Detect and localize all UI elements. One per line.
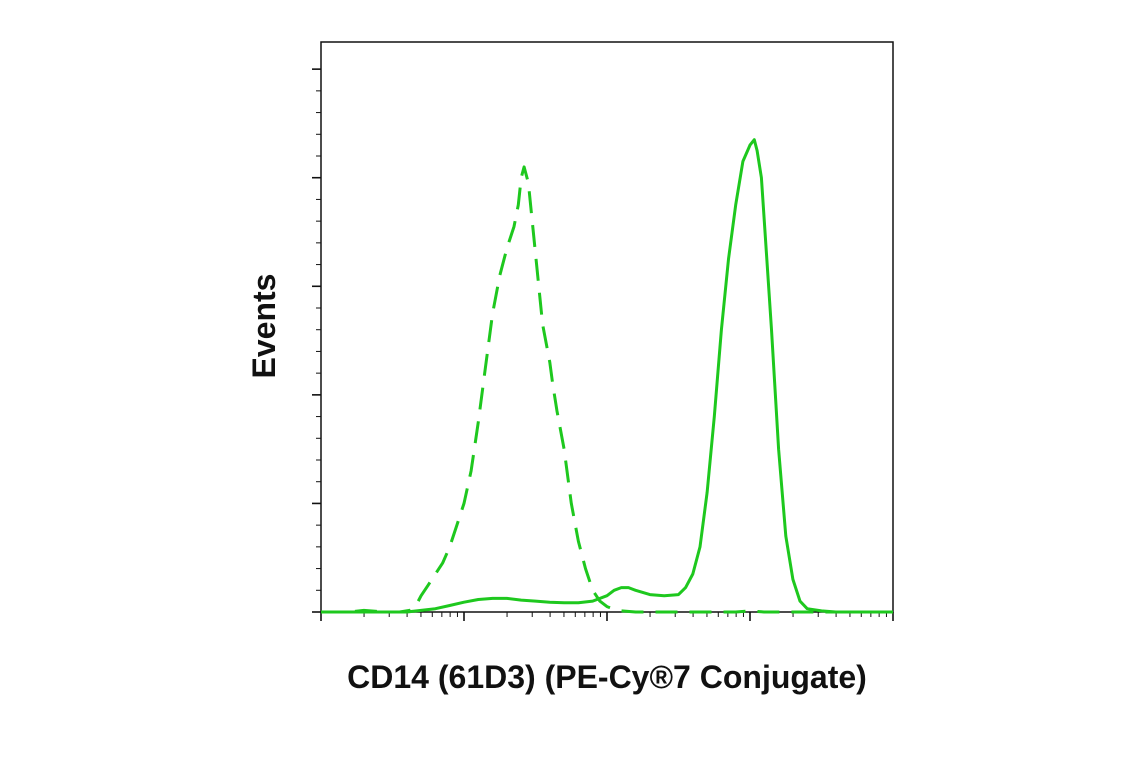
histogram-line-dashed [321, 165, 893, 614]
plot-frame [320, 41, 894, 613]
histogram-series [321, 138, 893, 614]
x-axis-label: CD14 (61D3) (PE-Cy®7 Conjugate) [347, 659, 867, 695]
y-axis-label: Events [246, 274, 282, 379]
y-axis-ticks [312, 68, 321, 613]
histogram-line-solid [321, 138, 893, 614]
